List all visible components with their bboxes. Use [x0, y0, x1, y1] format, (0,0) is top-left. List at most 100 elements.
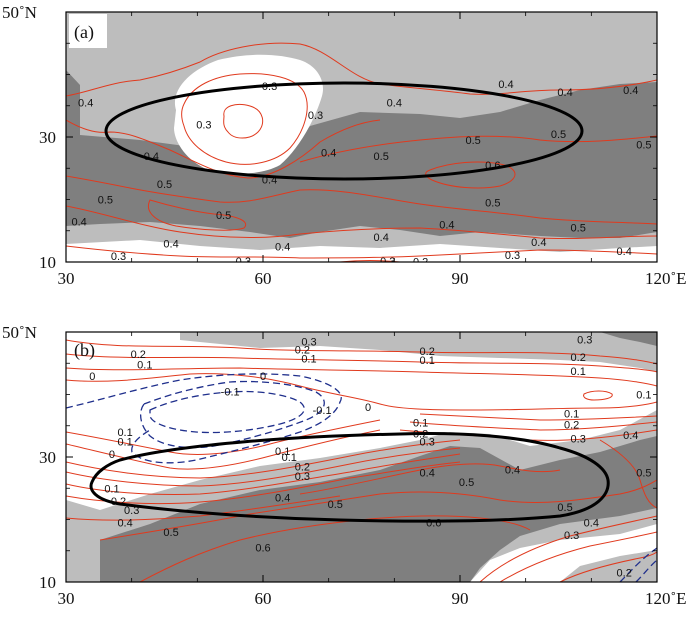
panel-b-contour-0.6-b	[359, 515, 531, 531]
panel-b-contour-0.2-a	[66, 453, 461, 496]
panel-b-contour-label: 0	[365, 402, 371, 414]
panel-b-contour-label: 0.1	[282, 452, 297, 464]
panel-a-contour-label: 0.4	[387, 98, 402, 110]
panel-a-contour-0.5-north	[299, 135, 657, 163]
panel-b-contour-label-text: 0.1	[275, 446, 290, 458]
panel-b-contour-label-text: 0.2	[295, 461, 310, 473]
panel-b-contour-label-text: 0.4	[420, 468, 435, 480]
panel-b-contour-label: 0.2	[564, 420, 579, 432]
panel-b-x-tick-label: 60	[255, 589, 272, 608]
panel-b-contour-label: -0.1	[313, 405, 332, 417]
panel-b-contour-label: 0.2	[617, 568, 632, 580]
panel-b-contour-label-text: 0.2	[295, 345, 310, 357]
panel-a-contour-label-text: 0.4	[387, 98, 402, 110]
panel-a-x-tick-label: 90	[452, 269, 469, 288]
panel-b-contour-label: 0.1	[104, 483, 119, 495]
panel-b-contour-label-text: 0	[109, 449, 115, 461]
panel-a-contour-label: 0.4	[275, 241, 290, 253]
panel-a-x-tick-label: 120˚E	[645, 269, 687, 288]
panel-b-contour-label: 0.3	[564, 530, 579, 542]
panel-b-contour-label-text: 0.1	[282, 452, 297, 464]
panel-b-contour-label-text: 0.5	[557, 502, 572, 514]
panel-b-contour-label: 0.5	[163, 527, 178, 539]
panel-b-contour-0.1-mid	[419, 413, 657, 421]
panel-b-contour-label-text: 0.1	[571, 366, 586, 378]
panel-b-contour-label: 0.5	[459, 477, 474, 489]
panel-a-y-tick-label: 30	[39, 128, 56, 147]
panel-a-contour-label-text: 0.4	[557, 87, 572, 99]
panel-a-contour-label-text: 0.3	[236, 256, 251, 268]
panel-a-y-tick-label: 10	[39, 253, 56, 272]
panel-b-contour-label: 0.4	[420, 468, 435, 480]
panel-b-contour-label-text: 0.4	[117, 518, 132, 530]
panel-b-contour-label-text: 0.1	[137, 360, 152, 372]
panel-a-contour-label-text: 0.3	[196, 120, 211, 132]
panel-a-contour-label: 0.4	[78, 98, 93, 110]
panel-b-x-tick-label: 30	[58, 589, 75, 608]
panel-a-contour-0.3-south	[66, 245, 657, 259]
panel-a-contour-label-text: 0.4	[78, 98, 93, 110]
panel-a-contour-0.4-north	[66, 42, 657, 97]
panel-b-contour-label-text: 0.1	[564, 408, 579, 420]
panel-b-contour-label: 0.1	[275, 446, 290, 458]
panel-b-study-region-outline	[89, 432, 610, 523]
panel-b-contour-label-text: 0.3	[301, 336, 316, 348]
panel-b-contour-label-text: 0.4	[505, 465, 520, 477]
panel-b-contour-0.5-west	[99, 493, 381, 541]
panel-b-contour-0.6-a	[139, 519, 361, 582]
panel-b-contour-label-text: 0.1	[413, 418, 428, 430]
panel-b-dark-shade	[100, 436, 657, 582]
panel-b-contour-0.1-west	[66, 419, 381, 455]
panel-b-contour-label: 0.5	[328, 499, 343, 511]
panel-b-contour-label: 0.3	[295, 471, 310, 483]
panel-b-contour-label-text: 0.2	[617, 568, 632, 580]
panel-b-contour-label-text: 0	[365, 402, 371, 414]
panel-a-contour-label: 0.4	[623, 85, 638, 97]
panel-b-contour-label: 0.1	[413, 418, 428, 430]
panel-b-contour-label-text: 0.6	[255, 543, 270, 555]
panel-b-field: 0.3 0.30.20.2 0.20.20.10.1 0.10.10.10 0-0.1-…	[66, 332, 657, 582]
panel-b-contour-label: 0.3	[577, 335, 592, 347]
panel-b-contour-neg-southeast-2	[635, 559, 657, 582]
panel-a-contour-label: 0.4	[374, 232, 389, 244]
panel-b-contour-label: 0.4	[117, 518, 132, 530]
panel-b-contour-label: 0.1	[137, 360, 152, 372]
panel-b-contour-label-text: 0	[89, 371, 95, 383]
panel-a-study-region-outline	[104, 81, 584, 181]
panel-b-negative-contours	[66, 373, 657, 582]
panel-a-contour-label-text: 0.4	[439, 220, 454, 232]
panel-a-contour-label: 0.4	[262, 175, 277, 187]
panel-b-contour-label-text: 0	[260, 371, 266, 383]
panel-a-contour-0.4-south	[66, 205, 657, 240]
panel-b-contour-label-text: 0.3	[295, 471, 310, 483]
panel-b-contour-label-text: 0.3	[571, 433, 586, 445]
panel-b-contour-label-text: 0.1	[301, 353, 316, 365]
panel-a-contour-label-text: 0.5	[465, 135, 480, 147]
panel-a-contour-label: 0.2	[413, 256, 428, 262]
panel-b-contour-label: 0.4	[584, 518, 599, 530]
panel-b-contour-label-text: 0.4	[584, 518, 599, 530]
panel-a-dark-shade	[66, 70, 657, 238]
panel-a-contour-label-text: 0.5	[571, 223, 586, 235]
panel-a-contour-label-text: 0.3	[505, 250, 520, 262]
panel-b-contour-label: 0.5	[636, 468, 651, 480]
panel-b-contour-0.3-north	[66, 339, 657, 365]
panel-b-contour-label: 0.1	[117, 436, 132, 448]
panel-a-contour-label-text: 0.5	[636, 140, 651, 152]
panel-b-y-tick-label: 30	[39, 448, 56, 467]
panel-b-contour-label: 0.1	[636, 390, 651, 402]
panel-a-contour-label-text: 0.3	[308, 110, 323, 122]
panel-b-contour-label: 0.2	[295, 345, 310, 357]
panel-a-contour-label: 0.5	[374, 151, 389, 163]
panel-b-contour-label: 0.3	[420, 436, 435, 448]
panel-a-contour-label-text: 0.4	[321, 148, 336, 160]
panel-b-contour-0-west	[66, 429, 381, 470]
panel-a-contour-label-text: 0.5	[216, 210, 231, 222]
panel-b-contour-neg-southeast	[619, 547, 657, 582]
panel-b-contour-label: 0.6	[255, 543, 270, 555]
panel-b-contour-label-text: 0.3	[577, 335, 592, 347]
panel-b-contour-label-text: 0.5	[328, 499, 343, 511]
panel-b-contour-label: 0.4	[275, 493, 290, 505]
panel-b-contour-label-text: 0.4	[623, 430, 638, 442]
panel-a-contour-label: 0.5	[216, 210, 231, 222]
